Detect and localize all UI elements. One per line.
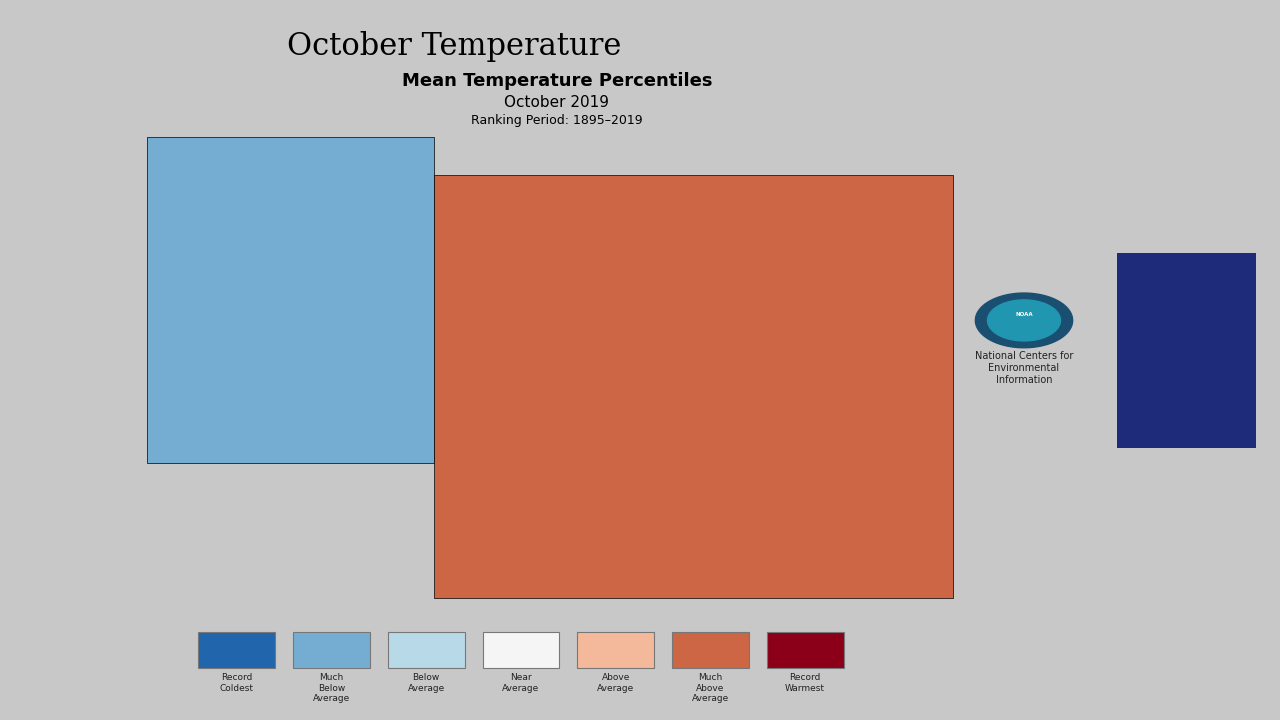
FancyBboxPatch shape xyxy=(1117,253,1256,448)
Text: NOAA: NOAA xyxy=(1015,312,1033,317)
FancyBboxPatch shape xyxy=(577,632,654,668)
Text: Much
Below
Average: Much Below Average xyxy=(312,673,351,703)
Text: Ranking Period: 1895–2019: Ranking Period: 1895–2019 xyxy=(471,114,643,127)
Text: 32°  6:14: 32° 6:14 xyxy=(1157,271,1216,284)
Text: October 2019: October 2019 xyxy=(504,95,609,109)
Text: Record
Warmest: Record Warmest xyxy=(785,673,826,693)
FancyBboxPatch shape xyxy=(483,632,559,668)
Text: Mean Temperature Percentiles: Mean Temperature Percentiles xyxy=(402,73,712,90)
Text: October Temperature: October Temperature xyxy=(287,31,622,63)
Polygon shape xyxy=(434,175,954,598)
Text: NEWS: NEWS xyxy=(1158,387,1215,405)
Text: Record
Coldest: Record Coldest xyxy=(220,673,253,693)
FancyBboxPatch shape xyxy=(293,632,370,668)
FancyBboxPatch shape xyxy=(388,632,465,668)
FancyBboxPatch shape xyxy=(198,632,275,668)
Text: WWLP.COM: WWLP.COM xyxy=(1158,426,1215,436)
Text: Above
Average: Above Average xyxy=(596,673,635,693)
FancyBboxPatch shape xyxy=(767,632,844,668)
FancyBboxPatch shape xyxy=(672,632,749,668)
Text: 22: 22 xyxy=(1160,320,1213,358)
Text: Near
Average: Near Average xyxy=(502,673,540,693)
Text: National Centers for
Environmental
Information: National Centers for Environmental Infor… xyxy=(975,351,1073,384)
Text: Below
Average: Below Average xyxy=(407,673,445,693)
Polygon shape xyxy=(975,293,1073,348)
Polygon shape xyxy=(988,300,1060,341)
Polygon shape xyxy=(147,137,434,463)
Text: Much
Above
Average: Much Above Average xyxy=(691,673,730,703)
